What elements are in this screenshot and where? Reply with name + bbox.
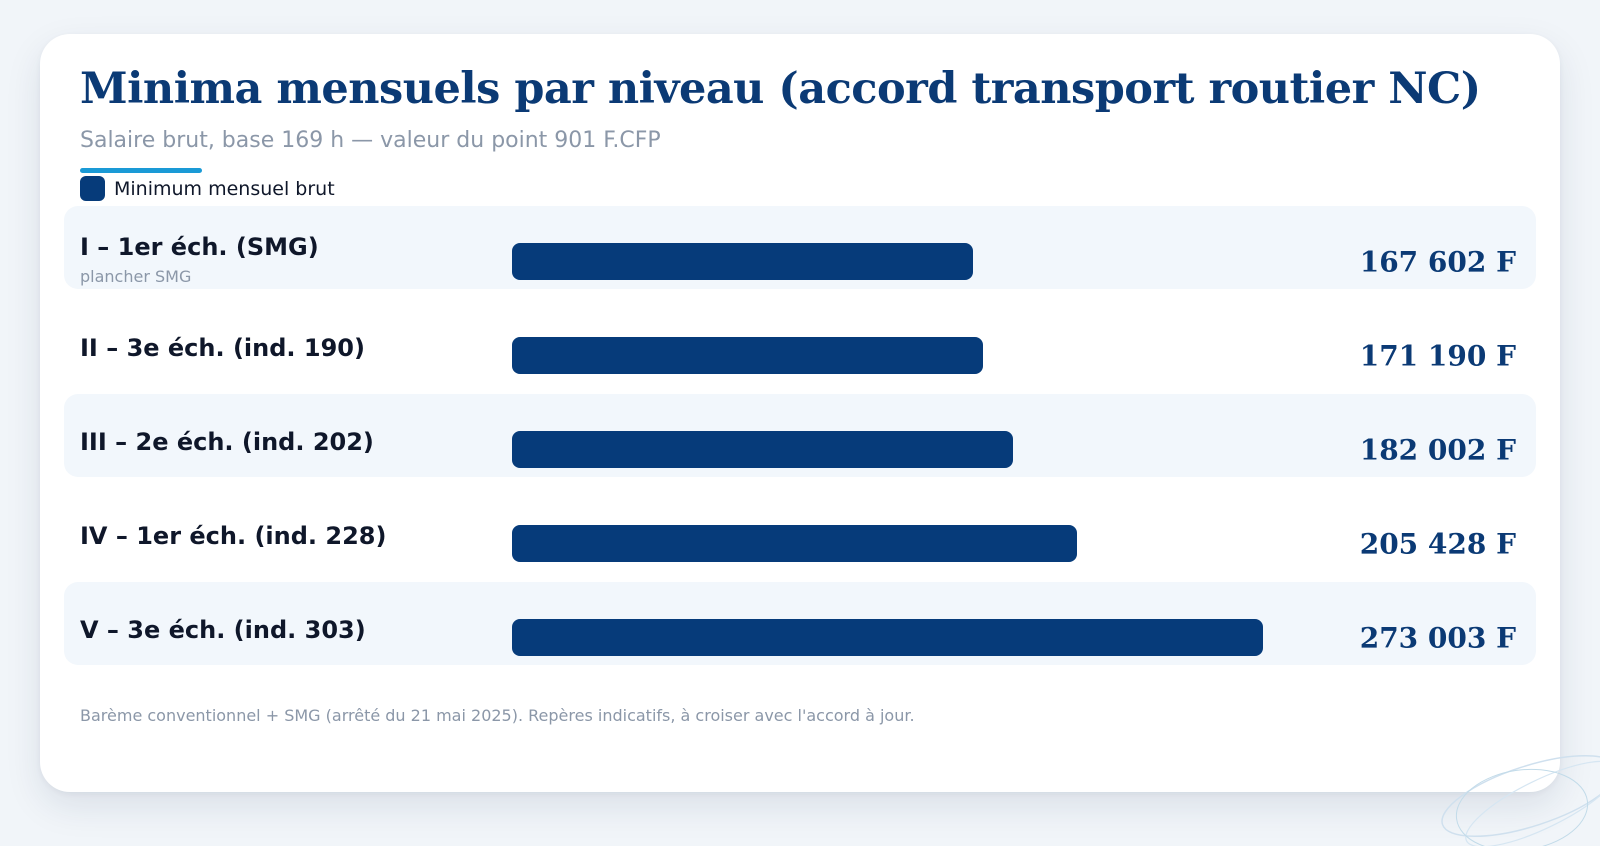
bar-value-label: 273 003 F <box>1359 621 1516 655</box>
bar-mark <box>512 525 1077 562</box>
row-label: II – 3e éch. (ind. 190) <box>80 334 365 362</box>
title-accent-bar <box>80 168 202 173</box>
chart-footnote: Barème conventionnel + SMG (arrêté du 21… <box>80 706 915 725</box>
bar-value-label: 182 002 F <box>1359 433 1516 467</box>
bar-row: I – 1er éch. (SMG) plancher SMG 167 602 F <box>64 206 1536 289</box>
legend-label: Minimum mensuel brut <box>114 177 335 200</box>
bar-value-label: 171 190 F <box>1359 339 1516 373</box>
bar-row: III – 2e éch. (ind. 202) 182 002 F <box>64 394 1536 477</box>
bar-mark <box>512 619 1263 656</box>
bar-value-label: 167 602 F <box>1359 245 1516 279</box>
bar-mark <box>512 243 973 280</box>
decorative-orbits <box>1441 754 1600 846</box>
chart-title: Minima mensuels par niveau (accord trans… <box>80 64 1481 114</box>
bar-row: V – 3e éch. (ind. 303) 273 003 F <box>64 582 1536 665</box>
chart-legend: Minimum mensuel brut <box>80 176 335 201</box>
bar-value-label: 205 428 F <box>1359 527 1516 561</box>
row-label: III – 2e éch. (ind. 202) <box>80 428 374 456</box>
row-label: IV – 1er éch. (ind. 228) <box>80 522 387 550</box>
bar-mark <box>512 337 983 374</box>
chart-subtitle: Salaire brut, base 169 h — valeur du poi… <box>80 128 661 153</box>
row-label: I – 1er éch. (SMG) <box>80 233 319 261</box>
row-note: plancher SMG <box>80 267 192 286</box>
legend-swatch <box>80 176 105 201</box>
bar-row: IV – 1er éch. (ind. 228) 205 428 F <box>64 488 1536 571</box>
row-label: V – 3e éch. (ind. 303) <box>80 616 366 644</box>
bar-row: II – 3e éch. (ind. 190) 171 190 F <box>64 300 1536 383</box>
chart-card: Minima mensuels par niveau (accord trans… <box>40 34 1560 792</box>
bar-mark <box>512 431 1013 468</box>
